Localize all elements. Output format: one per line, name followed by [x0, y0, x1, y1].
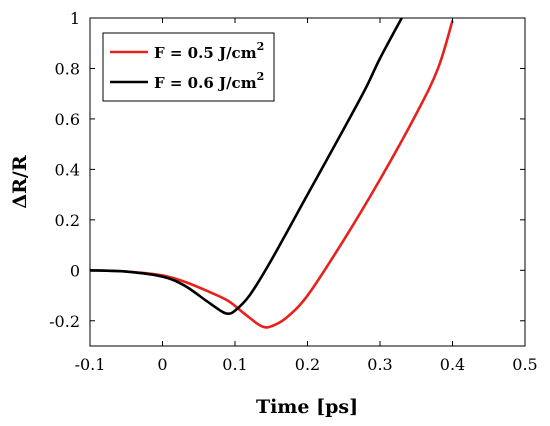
series-line-1: [90, 20, 454, 329]
y-tick-label: 0.2: [55, 211, 80, 230]
series-line-2: [90, 18, 403, 315]
x-tick-label: 0.5: [512, 355, 537, 374]
y-tick-label: 0.8: [55, 59, 80, 78]
y-tick-label: 0: [70, 261, 80, 280]
plot-area: [90, 18, 454, 329]
legend-box: [102, 32, 275, 102]
y-tick-label: -0.2: [49, 312, 80, 331]
y-tick-label: 0.6: [55, 110, 80, 129]
legend: F = 0.5 J/cm2 F = 0.6 J/cm2: [102, 32, 275, 102]
legend-label-1: F = 0.5 J/cm2: [154, 40, 264, 62]
x-tick-label: 0.3: [367, 355, 392, 374]
y-tick-label: 1: [70, 9, 80, 28]
y-axis-title: ΔR/R: [9, 155, 31, 208]
legend-label-2: F = 0.6 J/cm2: [154, 70, 264, 92]
tick-labels: -0.1 0 0.1 0.2 0.3 0.4 0.5 -0.2 0 0.2 0.4 0.6 0.8 1: [49, 9, 538, 374]
x-tick-label: 0.4: [440, 355, 465, 374]
x-tick-label: 0: [157, 355, 167, 374]
x-axis-title: Time [ps]: [256, 396, 358, 418]
x-tick-label: 0.1: [222, 355, 247, 374]
plot-frame: [89, 17, 526, 347]
y-tick-label: 0.4: [55, 160, 80, 179]
x-tick-label: -0.1: [75, 355, 106, 374]
x-tick-label: 0.2: [295, 355, 320, 374]
